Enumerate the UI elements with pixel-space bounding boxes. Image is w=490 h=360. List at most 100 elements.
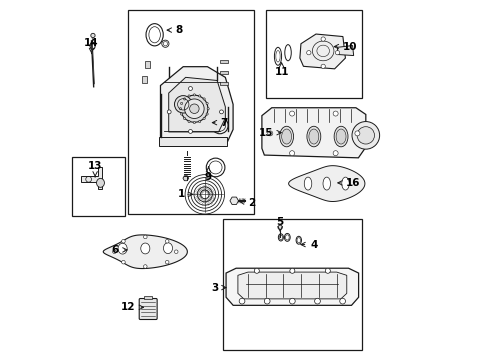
Ellipse shape (118, 243, 127, 254)
Bar (142, 76, 147, 83)
Circle shape (335, 50, 340, 55)
Text: 14: 14 (84, 38, 99, 54)
Ellipse shape (280, 126, 294, 147)
Circle shape (290, 298, 295, 304)
Polygon shape (169, 77, 225, 132)
Circle shape (357, 127, 374, 144)
Text: 15: 15 (258, 128, 281, 138)
Circle shape (122, 260, 125, 264)
Circle shape (278, 225, 282, 229)
Ellipse shape (141, 243, 150, 254)
Circle shape (321, 37, 325, 41)
Bar (223, 220, 362, 350)
Circle shape (206, 102, 208, 104)
Ellipse shape (282, 129, 292, 144)
Circle shape (264, 298, 270, 304)
Circle shape (207, 108, 209, 110)
Text: 3: 3 (211, 283, 226, 293)
Text: 16: 16 (338, 178, 361, 188)
Bar (220, 60, 228, 63)
Circle shape (355, 131, 360, 136)
Circle shape (321, 64, 325, 68)
Ellipse shape (309, 129, 319, 144)
Circle shape (352, 122, 380, 149)
Text: 10: 10 (334, 42, 357, 51)
Text: 9: 9 (205, 167, 212, 182)
Circle shape (189, 87, 193, 90)
Polygon shape (226, 268, 359, 305)
Circle shape (333, 151, 338, 156)
Ellipse shape (323, 177, 331, 190)
Circle shape (188, 95, 190, 97)
Circle shape (179, 108, 182, 110)
Circle shape (239, 298, 245, 304)
Circle shape (307, 50, 311, 55)
Circle shape (315, 298, 320, 304)
Circle shape (174, 250, 178, 253)
Circle shape (174, 96, 192, 113)
Text: 11: 11 (274, 63, 289, 77)
Circle shape (290, 111, 294, 116)
Polygon shape (238, 272, 347, 299)
Circle shape (203, 98, 205, 100)
Circle shape (220, 110, 223, 114)
Circle shape (290, 268, 295, 273)
Polygon shape (159, 137, 227, 147)
Circle shape (122, 239, 125, 243)
Text: 4: 4 (301, 239, 318, 249)
Circle shape (198, 95, 201, 97)
Circle shape (325, 268, 330, 273)
Circle shape (340, 298, 345, 304)
Ellipse shape (307, 126, 321, 147)
Bar (145, 61, 150, 68)
Bar (220, 82, 228, 85)
Bar (72, 157, 125, 216)
Bar (266, 10, 362, 98)
Circle shape (144, 235, 147, 239)
Polygon shape (289, 166, 365, 202)
Circle shape (166, 260, 169, 264)
Circle shape (254, 268, 259, 273)
Circle shape (181, 95, 208, 122)
Ellipse shape (304, 177, 312, 190)
Polygon shape (103, 235, 187, 269)
Polygon shape (161, 67, 233, 147)
Polygon shape (183, 176, 189, 181)
Polygon shape (81, 167, 102, 189)
Circle shape (91, 33, 95, 38)
Ellipse shape (97, 179, 104, 187)
Bar (144, 296, 152, 300)
Circle shape (183, 98, 186, 100)
FancyBboxPatch shape (139, 298, 157, 319)
Text: 12: 12 (121, 302, 144, 312)
Text: 1: 1 (178, 189, 193, 199)
Ellipse shape (336, 129, 346, 144)
Circle shape (190, 104, 199, 113)
Bar (220, 71, 228, 74)
Ellipse shape (334, 126, 348, 147)
Circle shape (144, 265, 147, 268)
Circle shape (189, 130, 193, 134)
Circle shape (188, 120, 190, 123)
Circle shape (113, 250, 116, 253)
Circle shape (268, 131, 273, 136)
Circle shape (333, 111, 338, 116)
Circle shape (167, 110, 171, 114)
Circle shape (203, 117, 205, 120)
Polygon shape (262, 108, 366, 158)
Circle shape (180, 113, 183, 115)
Polygon shape (230, 197, 239, 204)
Text: 6: 6 (112, 245, 127, 255)
Circle shape (198, 120, 201, 123)
Text: 7: 7 (212, 118, 228, 128)
Text: 8: 8 (167, 25, 182, 35)
Text: 13: 13 (88, 161, 102, 177)
Circle shape (290, 151, 294, 156)
Circle shape (183, 117, 186, 120)
Circle shape (206, 113, 208, 115)
Circle shape (166, 239, 169, 243)
Text: 2: 2 (240, 198, 256, 208)
Circle shape (185, 99, 204, 118)
Circle shape (193, 94, 196, 96)
Circle shape (180, 102, 183, 104)
